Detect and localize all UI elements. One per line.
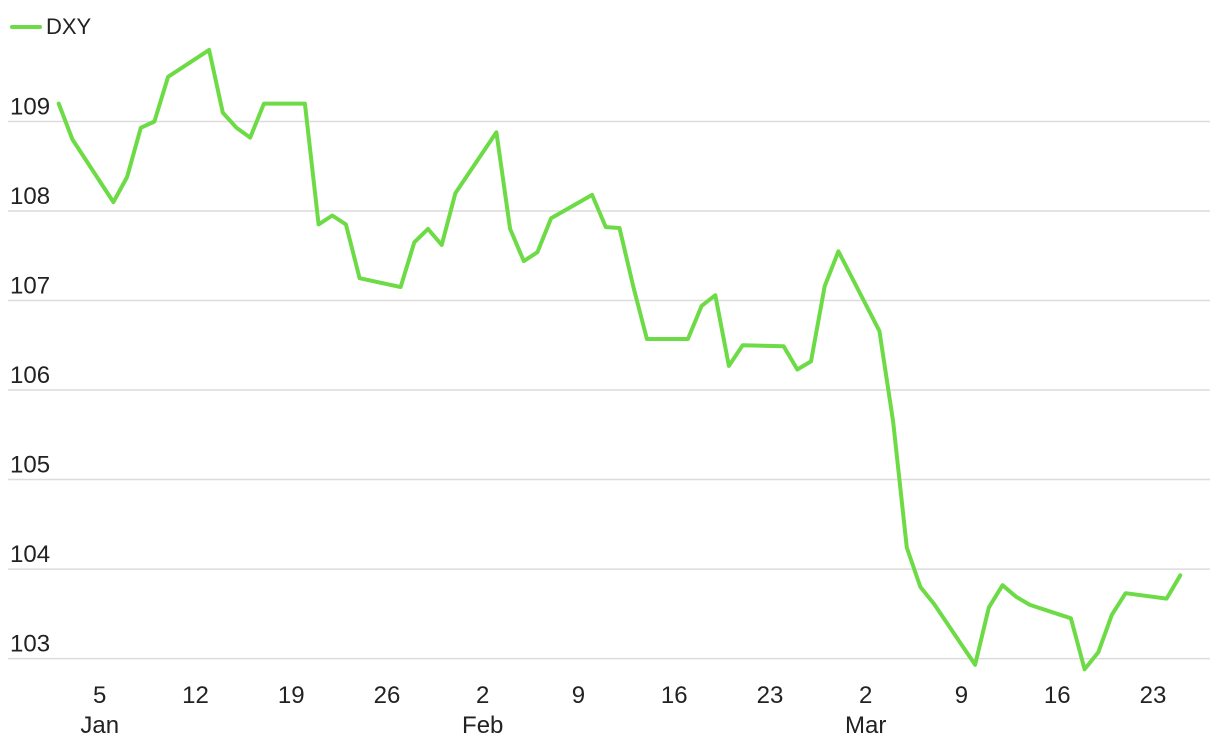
data-point bbox=[809, 359, 813, 363]
x-tick-label-9: 9 bbox=[955, 682, 968, 709]
y-axis-ticks: 103 104 105 106 107 108 109 bbox=[10, 94, 50, 658]
data-point bbox=[1001, 583, 1005, 587]
data-point bbox=[1110, 613, 1114, 617]
data-point bbox=[713, 293, 717, 297]
x-tick-label-3: 26 bbox=[374, 682, 401, 709]
data-point bbox=[399, 285, 403, 289]
y-tick-label-104: 104 bbox=[10, 541, 50, 568]
data-point bbox=[905, 546, 909, 550]
data-point bbox=[891, 419, 895, 423]
x-tick-label-1: 12 bbox=[182, 682, 209, 709]
x-tick-label-5: 9 bbox=[572, 682, 585, 709]
x-month-label-jan: Jan bbox=[80, 712, 119, 739]
grid-lines bbox=[8, 120, 1210, 660]
x-tick-label-2: 19 bbox=[278, 682, 305, 709]
data-point bbox=[1014, 595, 1018, 599]
data-point bbox=[700, 304, 704, 308]
data-point bbox=[631, 284, 635, 288]
data-point bbox=[262, 102, 266, 106]
data-point bbox=[795, 367, 799, 371]
x-tick-label-10: 16 bbox=[1044, 682, 1071, 709]
y-tick-label-109: 109 bbox=[10, 94, 50, 121]
x-tick-label-0: 5 bbox=[93, 682, 106, 709]
data-point bbox=[973, 663, 977, 667]
series-line-dxy bbox=[56, 47, 1183, 672]
data-point bbox=[918, 585, 922, 589]
series-layer bbox=[56, 47, 1183, 672]
data-point bbox=[823, 284, 827, 288]
data-point bbox=[1028, 603, 1032, 607]
data-point bbox=[836, 249, 840, 253]
data-point bbox=[412, 240, 416, 244]
x-axis-ticks: 5 Jan 12 19 26 2 Feb 9 16 23 2 Mar 9 16 23 bbox=[80, 682, 1166, 739]
data-point bbox=[686, 337, 690, 341]
legend-label-dxy: DXY bbox=[46, 14, 92, 39]
y-tick-label-106: 106 bbox=[10, 362, 50, 389]
data-point bbox=[166, 75, 170, 79]
data-point bbox=[317, 222, 321, 226]
data-point bbox=[549, 216, 553, 220]
x-tick-label-11: 23 bbox=[1140, 682, 1167, 709]
data-point bbox=[111, 200, 115, 204]
x-tick-label-7: 23 bbox=[757, 682, 784, 709]
data-point bbox=[604, 225, 608, 229]
data-point bbox=[358, 276, 362, 280]
data-point bbox=[235, 126, 239, 130]
x-tick-label-4: 2 bbox=[476, 682, 489, 709]
data-point bbox=[125, 175, 129, 179]
data-point bbox=[1165, 597, 1169, 601]
data-point bbox=[932, 602, 936, 606]
y-tick-label-103: 103 bbox=[10, 631, 50, 658]
data-point bbox=[70, 137, 74, 141]
legend-swatch-dxy bbox=[10, 25, 42, 29]
y-tick-label-108: 108 bbox=[10, 183, 50, 210]
data-point bbox=[426, 227, 430, 231]
data-point bbox=[221, 111, 225, 115]
data-point bbox=[139, 126, 143, 130]
data-point bbox=[1083, 667, 1087, 671]
y-tick-label-107: 107 bbox=[10, 273, 50, 300]
data-point bbox=[344, 222, 348, 226]
data-point bbox=[618, 226, 622, 230]
data-point bbox=[522, 259, 526, 263]
data-point bbox=[1069, 616, 1073, 620]
legend: DXY bbox=[10, 14, 91, 40]
data-point bbox=[535, 250, 539, 254]
data-point bbox=[453, 191, 457, 195]
x-month-label-mar: Mar bbox=[845, 712, 886, 739]
y-tick-label-105: 105 bbox=[10, 452, 50, 479]
x-tick-label-6: 16 bbox=[661, 682, 688, 709]
data-point bbox=[207, 48, 211, 52]
data-point bbox=[741, 343, 745, 347]
data-point bbox=[248, 136, 252, 140]
data-point bbox=[782, 344, 786, 348]
data-point bbox=[1178, 573, 1182, 577]
data-point bbox=[877, 329, 881, 333]
data-point bbox=[645, 337, 649, 341]
data-point bbox=[1124, 591, 1128, 595]
x-tick-label-8: 2 bbox=[859, 682, 872, 709]
data-point bbox=[590, 193, 594, 197]
x-month-label-feb: Feb bbox=[462, 712, 503, 739]
data-point bbox=[508, 227, 512, 231]
data-point bbox=[152, 120, 156, 124]
data-point bbox=[727, 364, 731, 368]
data-point bbox=[494, 130, 498, 134]
data-point bbox=[57, 102, 61, 106]
data-point bbox=[440, 243, 444, 247]
data-point bbox=[987, 606, 991, 610]
series-points-dxy bbox=[57, 48, 1183, 671]
data-point bbox=[1096, 650, 1100, 654]
data-point bbox=[330, 213, 334, 217]
data-point bbox=[303, 102, 307, 106]
